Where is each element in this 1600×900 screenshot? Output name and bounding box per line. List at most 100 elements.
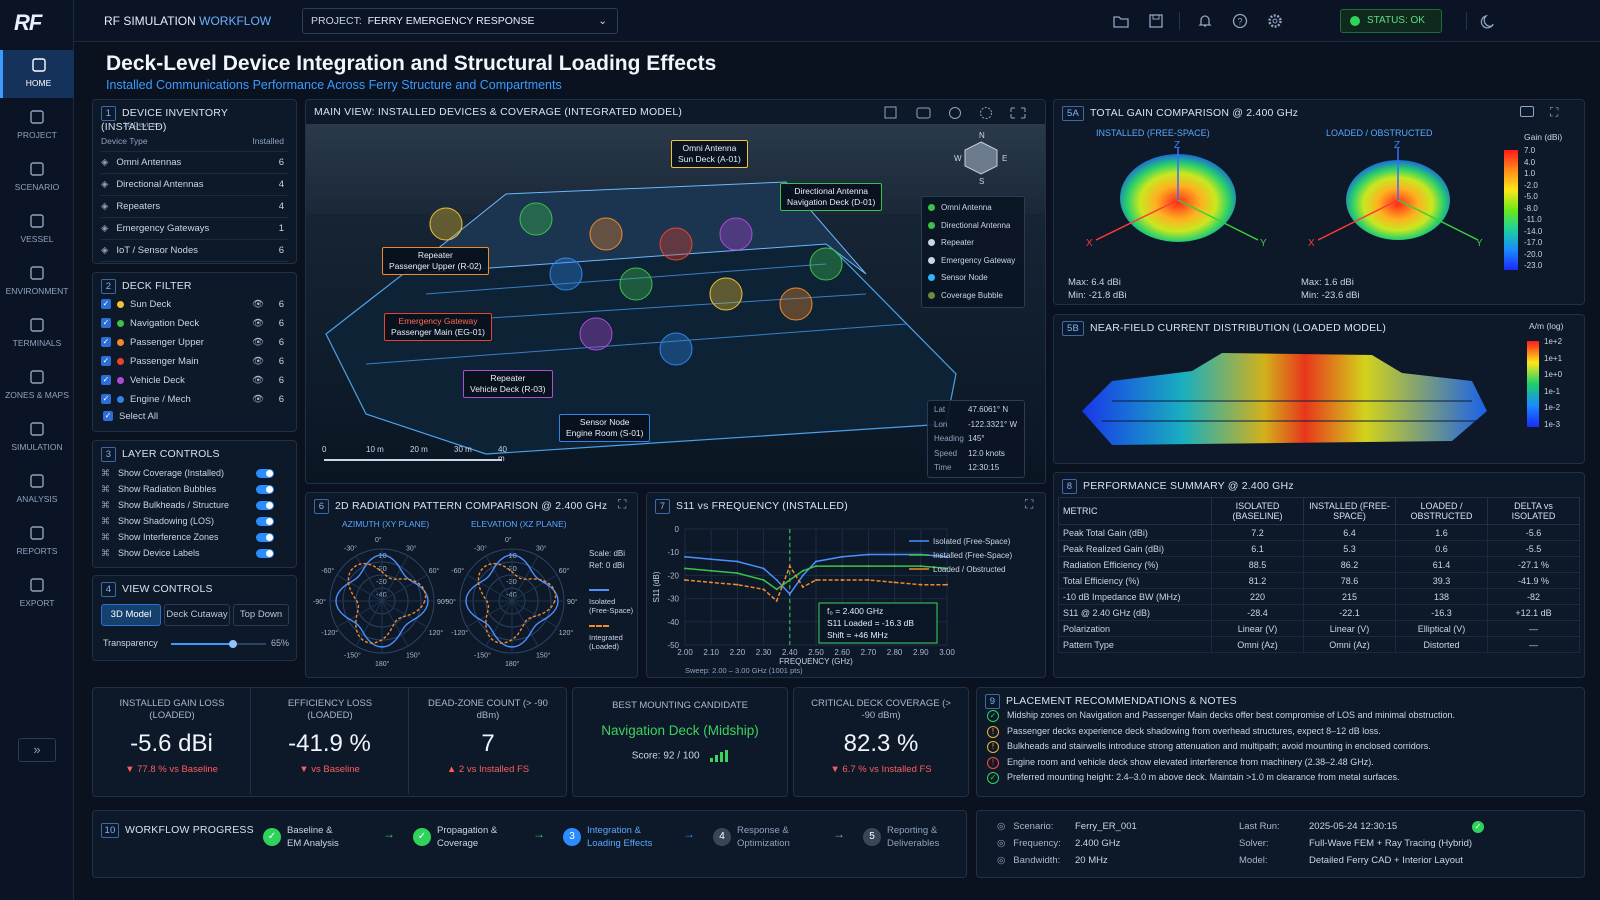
- expand-icon[interactable]: ⛶: [618, 497, 627, 511]
- toggle-switch[interactable]: [256, 501, 274, 510]
- layer-toggle-row[interactable]: ⌘ Show Coverage (Installed): [101, 465, 288, 481]
- deck-filter-row[interactable]: ✓ Engine / Mech 👁 6: [101, 390, 288, 409]
- settings-icon[interactable]: [980, 107, 992, 119]
- layer-toggle-row[interactable]: ⌘ Show Bulkheads / Structure: [101, 497, 288, 513]
- s11-annotation: Shift = +46 MHz: [827, 630, 888, 640]
- eye-icon[interactable]: 👁: [251, 356, 264, 367]
- inventory-row[interactable]: ◈ IoT / Sensor Nodes 6: [101, 240, 288, 262]
- help-icon[interactable]: ?: [1231, 12, 1249, 30]
- device-callout[interactable]: Emergency Gateway Passenger Main (EG-01): [384, 313, 493, 341]
- folder-icon[interactable]: [1112, 12, 1130, 30]
- svg-text:X: X: [1086, 238, 1093, 249]
- eye-icon[interactable]: 👁: [251, 394, 264, 405]
- coverage-bubble[interactable]: [549, 257, 583, 291]
- cube-view-icon[interactable]: [884, 106, 897, 119]
- toggle-switch[interactable]: [256, 485, 274, 494]
- sidebar-item-analysis[interactable]: ANALYSIS: [0, 466, 74, 514]
- sidebar-item-zones-maps[interactable]: ZONES & MAPS: [0, 362, 74, 410]
- workflow-step[interactable]: 3 Integration & Loading Effects: [563, 825, 673, 861]
- expand-icon[interactable]: ⛶: [1025, 497, 1034, 511]
- eye-icon[interactable]: 👁: [251, 337, 264, 348]
- camera-icon[interactable]: [916, 107, 931, 119]
- sidebar-item-terminals[interactable]: TERMINALS: [0, 310, 74, 358]
- sidebar-item-export[interactable]: EXPORT: [0, 570, 74, 618]
- select-all-checkbox[interactable]: ✓ Select All: [103, 411, 159, 422]
- checkbox[interactable]: ✓: [101, 299, 111, 310]
- coverage-bubble[interactable]: [589, 217, 623, 251]
- layer-toggle-row[interactable]: ⌘ Show Device Labels: [101, 545, 288, 561]
- device-callout[interactable]: Repeater Vehicle Deck (R-03): [463, 370, 553, 398]
- project-select[interactable]: PROJECT: FERRY EMERGENCY RESPONSE ⌄: [302, 8, 618, 34]
- coverage-bubble[interactable]: [619, 267, 653, 301]
- eye-icon[interactable]: 👁: [251, 375, 264, 386]
- view-top-down-button[interactable]: Top Down: [233, 604, 289, 626]
- sidebar-item-home[interactable]: HOME: [0, 50, 74, 98]
- bell-icon[interactable]: [1196, 12, 1214, 30]
- compass-cube[interactable]: N S E W: [951, 130, 1011, 185]
- view-deck-cutaway-button[interactable]: Deck Cutaway: [164, 604, 230, 626]
- deck-filter-row[interactable]: ✓ Passenger Upper 👁 6: [101, 333, 288, 352]
- deck-filter-row[interactable]: ✓ Passenger Main 👁 6: [101, 352, 288, 371]
- expand-icon[interactable]: [1010, 107, 1026, 119]
- workflow-step[interactable]: ✓ Propagation & Coverage: [413, 825, 523, 861]
- toggle-switch[interactable]: [256, 549, 274, 558]
- collapse-sidebar-button[interactable]: »: [18, 738, 56, 762]
- svg-text:Z: Z: [1394, 140, 1400, 151]
- rotate-icon[interactable]: [949, 107, 961, 119]
- toggle-switch[interactable]: [256, 533, 274, 542]
- gain-scale-tick: -8.0: [1524, 203, 1538, 213]
- device-callout[interactable]: Directional Antenna Navigation Deck (D-01…: [780, 183, 883, 211]
- coverage-bubble[interactable]: [659, 332, 693, 366]
- gear-icon[interactable]: [1266, 12, 1284, 30]
- integrated-pattern-line: [477, 562, 557, 644]
- transparency-slider[interactable]: [171, 640, 266, 648]
- layer-toggle-row[interactable]: ⌘ Show Shadowing (LOS): [101, 513, 288, 529]
- sidebar-item-reports[interactable]: REPORTS: [0, 518, 74, 566]
- toggle-switch[interactable]: [256, 469, 274, 478]
- layer-toggle-row[interactable]: ⌘ Show Radiation Bubbles: [101, 481, 288, 497]
- checkbox[interactable]: ✓: [101, 356, 111, 367]
- checkbox[interactable]: ✓: [101, 318, 111, 329]
- camera-icon[interactable]: [1520, 106, 1534, 117]
- deck-filter-row[interactable]: ✓ Navigation Deck 👁 6: [101, 314, 288, 333]
- checkbox[interactable]: ✓: [101, 375, 111, 386]
- sidebar-item-vessel[interactable]: VESSEL: [0, 206, 74, 254]
- performance-table: METRIC ISOLATED (BASELINE) INSTALLED (FREE…: [1058, 497, 1580, 653]
- coverage-bubble[interactable]: [809, 247, 843, 281]
- device-callout[interactable]: Repeater Passenger Upper (R-02): [382, 247, 489, 275]
- device-callout[interactable]: Omni Antenna Sun Deck (A-01): [671, 140, 748, 168]
- workflow-step[interactable]: 5 Reporting & Deliverables: [863, 825, 973, 861]
- deck-filter-row[interactable]: ✓ Vehicle Deck 👁 6: [101, 371, 288, 390]
- sidebar-item-scenario[interactable]: SCENARIO: [0, 154, 74, 202]
- polar-ring-label: -40: [376, 590, 387, 599]
- coverage-bubble[interactable]: [579, 317, 613, 351]
- sidebar-item-simulation[interactable]: SIMULATION: [0, 414, 74, 462]
- sidebar-item-project[interactable]: PROJECT: [0, 102, 74, 150]
- inventory-row[interactable]: ◈ Directional Antennas 4: [101, 174, 288, 196]
- deck-filter-row[interactable]: ✓ Sun Deck 👁 6: [101, 295, 288, 314]
- inventory-row[interactable]: ◈ Repeaters 4: [101, 196, 288, 218]
- checkbox[interactable]: ✓: [101, 337, 111, 348]
- workflow-step[interactable]: ✓ Baseline & EM Analysis: [263, 825, 373, 861]
- coverage-bubble[interactable]: [429, 207, 463, 241]
- workflow-step[interactable]: 4 Response & Optimization: [713, 825, 823, 861]
- eye-icon[interactable]: 👁: [251, 318, 264, 329]
- inventory-row[interactable]: ◈ Omni Antennas 6: [101, 152, 288, 174]
- coverage-bubble[interactable]: [519, 202, 553, 236]
- checkbox[interactable]: ✓: [101, 394, 111, 405]
- eye-icon[interactable]: 👁: [251, 299, 264, 310]
- coverage-bubble[interactable]: [779, 287, 813, 321]
- toggle-switch[interactable]: [256, 517, 274, 526]
- device-callout[interactable]: Sensor Node Engine Room (S-01): [559, 414, 651, 442]
- moon-icon[interactable]: [1480, 12, 1498, 30]
- view-3d-model-button[interactable]: 3D Model: [101, 604, 161, 626]
- layer-toggle-row[interactable]: ⌘ Show Interference Zones: [101, 529, 288, 545]
- sidebar-item-environment[interactable]: ENVIRONMENT: [0, 258, 74, 306]
- coverage-bubble[interactable]: [659, 227, 693, 261]
- expand-icon[interactable]: ⛶: [1550, 105, 1559, 119]
- inventory-row[interactable]: ◈ Emergency Gateways 1: [101, 218, 288, 240]
- save-icon[interactable]: [1147, 12, 1165, 30]
- coverage-bubble[interactable]: [709, 277, 743, 311]
- polar-ring-label: -20: [506, 564, 517, 573]
- coverage-bubble[interactable]: [719, 217, 753, 251]
